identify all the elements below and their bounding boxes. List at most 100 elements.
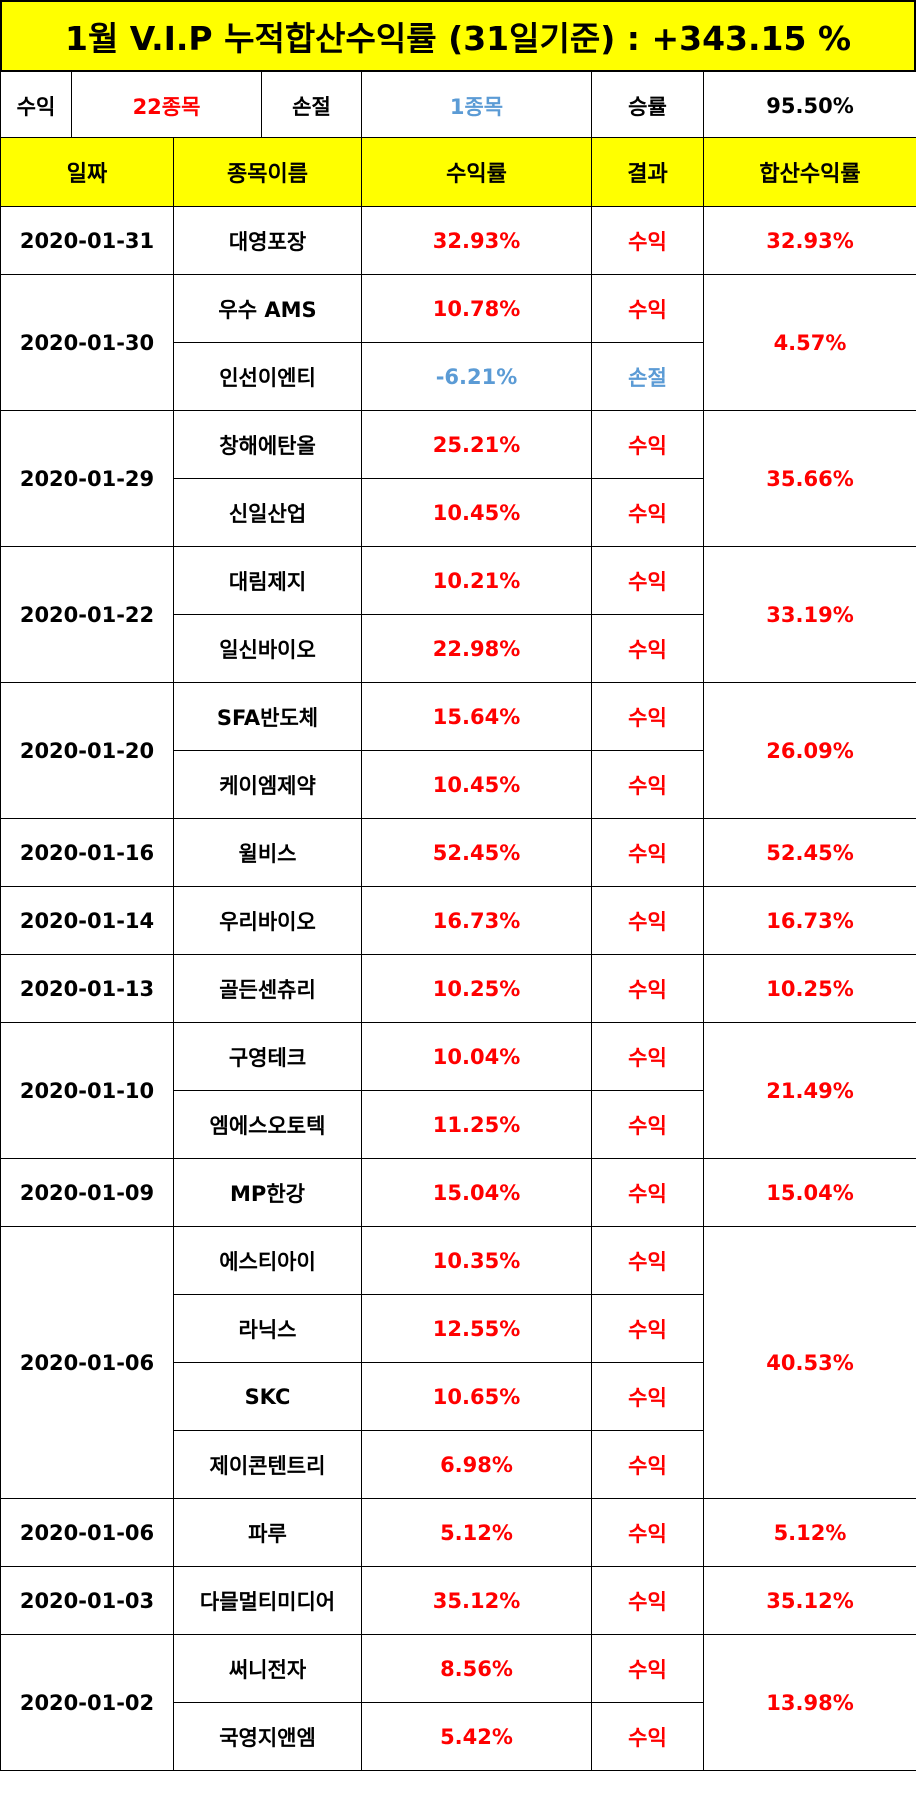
return-rate-cell: 10.45% bbox=[361, 750, 592, 819]
total-return-cell: 16.73% bbox=[703, 886, 916, 955]
stock-name-cell: MP한강 bbox=[173, 1158, 362, 1227]
result-cell: 수익 bbox=[591, 410, 704, 479]
loss-label: 손절 bbox=[261, 71, 362, 140]
winrate-value: 95.50% bbox=[703, 71, 916, 140]
total-return-cell: 10.25% bbox=[703, 954, 916, 1023]
header-total-return: 합산수익률 bbox=[703, 137, 916, 207]
result-cell: 수익 bbox=[591, 1362, 704, 1431]
total-return-cell: 32.93% bbox=[703, 206, 916, 275]
header-return-rate: 수익률 bbox=[361, 137, 592, 207]
summary-table: 수익 22종목 손절 1종목 승률 95.50% bbox=[0, 71, 916, 140]
table-row: 2020-01-31 대영포장 32.93% 수익 32.93% bbox=[0, 206, 916, 275]
table-row: 2020-01-22 대림제지 10.21% 수익 33.19% bbox=[0, 546, 916, 683]
table-row: 국영지앤엠 5.42% 수익 bbox=[1, 1702, 916, 1771]
result-cell: 수익 bbox=[591, 1566, 704, 1635]
return-rate-cell: 52.45% bbox=[361, 818, 592, 887]
table-row: 2020-01-03 다믈멀티미디어 35.12% 수익 35.12% bbox=[0, 1566, 916, 1635]
return-rate-cell: 10.21% bbox=[361, 546, 592, 615]
loss-count: 1종목 bbox=[361, 71, 592, 140]
header-result: 결과 bbox=[591, 137, 704, 207]
return-rate-cell: 15.04% bbox=[361, 1158, 592, 1227]
stock-name-cell: 대영포장 bbox=[173, 206, 362, 275]
profit-count: 22종목 bbox=[71, 71, 262, 140]
return-rate-cell: 15.64% bbox=[361, 682, 592, 751]
result-cell: 수익 bbox=[591, 818, 704, 887]
result-cell: 수익 bbox=[591, 1634, 704, 1703]
date-cell: 2020-01-02 bbox=[0, 1634, 174, 1771]
stock-name-cell: 우수 AMS bbox=[173, 274, 362, 343]
profit-label: 수익 bbox=[0, 71, 72, 140]
stock-name-cell: 인선이엔티 bbox=[173, 342, 362, 411]
table-row: 2020-01-09 MP한강 15.04% 수익 15.04% bbox=[0, 1158, 916, 1227]
stock-name-cell: 다믈멀티미디어 bbox=[173, 1566, 362, 1635]
return-rate-cell: 35.12% bbox=[361, 1566, 592, 1635]
return-rate-cell: 25.21% bbox=[361, 410, 592, 479]
return-rate-cell: 5.42% bbox=[361, 1702, 592, 1771]
return-rate-cell: 10.65% bbox=[361, 1362, 592, 1431]
stock-name-cell: 신일산업 bbox=[173, 478, 362, 547]
table-row: 케이엠제약 10.45% 수익 bbox=[1, 750, 916, 819]
table-row: SKC 10.65% 수익 bbox=[1, 1362, 916, 1431]
date-cell: 2020-01-06 bbox=[0, 1226, 174, 1499]
total-return-cell: 35.66% bbox=[703, 410, 916, 547]
stock-name-cell: 써니전자 bbox=[173, 1634, 362, 1703]
table-row: 일신바이오 22.98% 수익 bbox=[1, 614, 916, 683]
stock-name-cell: 엠에스오토텍 bbox=[173, 1090, 362, 1159]
result-cell: 수익 bbox=[591, 1702, 704, 1771]
total-return-cell: 21.49% bbox=[703, 1022, 916, 1159]
total-return-cell: 26.09% bbox=[703, 682, 916, 819]
result-cell: 수익 bbox=[591, 750, 704, 819]
return-rate-cell: 10.04% bbox=[361, 1022, 592, 1091]
table-row: 2020-01-06 에스티아이 10.35% 수익 40.53% bbox=[0, 1226, 916, 1499]
date-cell: 2020-01-22 bbox=[0, 546, 174, 683]
result-cell: 수익 bbox=[591, 546, 704, 615]
total-return-cell: 35.12% bbox=[703, 1566, 916, 1635]
total-return-cell: 13.98% bbox=[703, 1634, 916, 1771]
stock-name-cell: 구영테크 bbox=[173, 1022, 362, 1091]
result-cell: 수익 bbox=[591, 1430, 704, 1499]
returns-table: 일짜 종목이름 수익률 결과 합산수익률 2020-01-31 대영포장 32.93… bbox=[0, 137, 916, 1771]
stock-name-cell: 창해에탄올 bbox=[173, 410, 362, 479]
table-row: 2020-01-10 구영테크 10.04% 수익 21.49% bbox=[0, 1022, 916, 1159]
date-cell: 2020-01-10 bbox=[0, 1022, 174, 1159]
table-body: 2020-01-31 대영포장 32.93% 수익 32.93% 2020-01-30 우수… bbox=[0, 206, 916, 1771]
table-row: 2020-01-06 파루 5.12% 수익 5.12% bbox=[0, 1498, 916, 1567]
return-rate-cell: 10.25% bbox=[361, 954, 592, 1023]
result-cell: 수익 bbox=[591, 1226, 704, 1295]
result-cell: 수익 bbox=[591, 954, 704, 1023]
date-cell: 2020-01-31 bbox=[0, 206, 174, 275]
return-rate-cell: 12.55% bbox=[361, 1294, 592, 1363]
result-cell: 수익 bbox=[591, 1022, 704, 1091]
table-row: 인선이엔티 -6.21% 손절 bbox=[1, 342, 916, 411]
stock-name-cell: 파루 bbox=[173, 1498, 362, 1567]
return-rate-cell: 10.78% bbox=[361, 274, 592, 343]
result-cell: 수익 bbox=[591, 1498, 704, 1567]
stock-name-cell: 라닉스 bbox=[173, 1294, 362, 1363]
date-cell: 2020-01-13 bbox=[0, 954, 174, 1023]
date-cell: 2020-01-14 bbox=[0, 886, 174, 955]
total-return-cell: 33.19% bbox=[703, 546, 916, 683]
result-cell: 수익 bbox=[591, 1158, 704, 1227]
date-cell: 2020-01-20 bbox=[0, 682, 174, 819]
table-row: 제이콘텐트리 6.98% 수익 bbox=[1, 1430, 916, 1499]
table-row: 2020-01-30 우수 AMS 10.78% 수익 4.57% bbox=[0, 274, 916, 411]
total-return-cell: 52.45% bbox=[703, 818, 916, 887]
total-return-cell: 4.57% bbox=[703, 274, 916, 411]
stock-name-cell: 국영지앤엠 bbox=[173, 1702, 362, 1771]
return-rate-cell: 10.45% bbox=[361, 478, 592, 547]
result-cell: 수익 bbox=[591, 682, 704, 751]
result-cell: 수익 bbox=[591, 614, 704, 683]
return-rate-cell: -6.21% bbox=[361, 342, 592, 411]
date-cell: 2020-01-03 bbox=[0, 1566, 174, 1635]
stock-name-cell: 윌비스 bbox=[173, 818, 362, 887]
return-rate-cell: 32.93% bbox=[361, 206, 592, 275]
date-cell: 2020-01-06 bbox=[0, 1498, 174, 1567]
total-return-cell: 5.12% bbox=[703, 1498, 916, 1567]
result-cell: 수익 bbox=[591, 274, 704, 343]
result-cell: 손절 bbox=[591, 342, 704, 411]
result-cell: 수익 bbox=[591, 886, 704, 955]
table-row: 엠에스오토텍 11.25% 수익 bbox=[1, 1090, 916, 1159]
header-stock-name: 종목이름 bbox=[173, 137, 362, 207]
total-return-cell: 15.04% bbox=[703, 1158, 916, 1227]
header-date: 일짜 bbox=[0, 137, 174, 207]
